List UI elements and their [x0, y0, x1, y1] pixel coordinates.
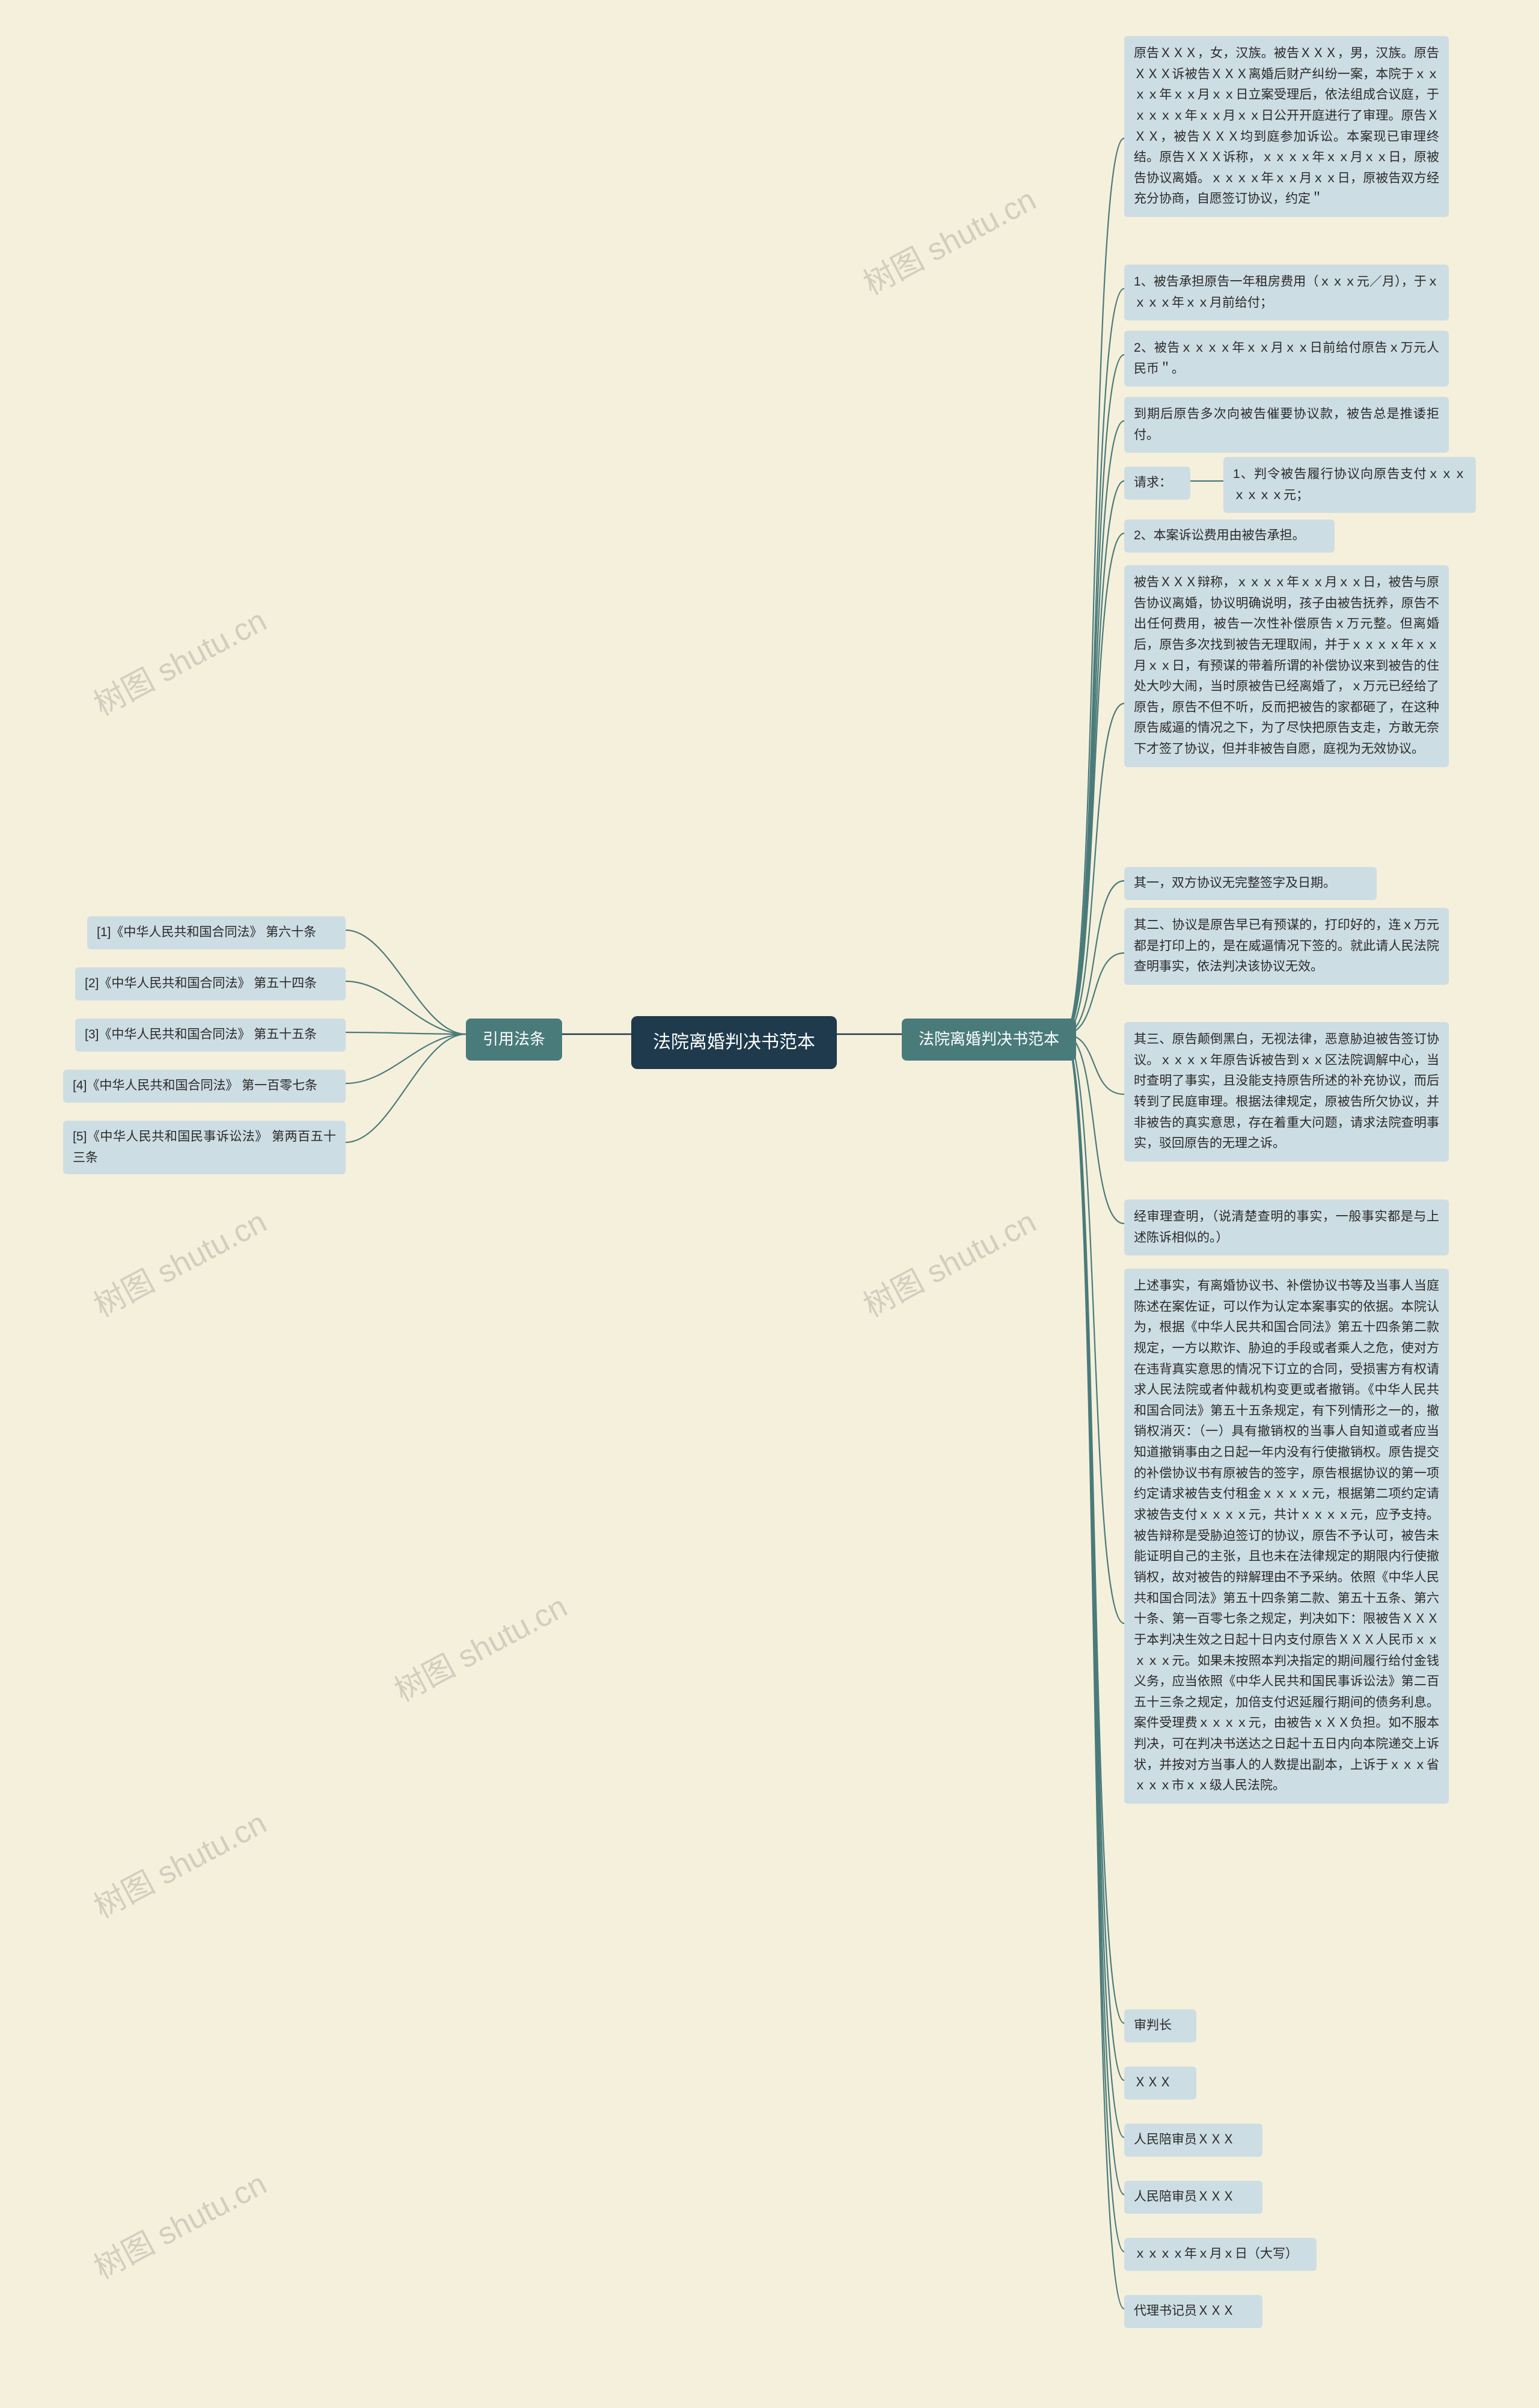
- r-item-3: 到期后原告多次向被告催要协议款，被告总是推诿拒付。: [1124, 397, 1449, 453]
- watermark: 树图 shutu.cn: [854, 174, 1042, 303]
- law-ref-5: [5]《中华人民共和国民事诉讼法》 第两百五十三条: [63, 1121, 346, 1174]
- r-item-14: 人民陪审员ＸＸＸ: [1124, 2124, 1262, 2157]
- r-item-11: 上述事实，有离婚协议书、补偿协议书等及当事人当庭陈述在案佐证，可以作为认定本案事…: [1124, 1269, 1449, 1804]
- r-item-12: 审判长: [1124, 2009, 1196, 2042]
- r-item-6: 被告ＸＸＸ辩称，ｘｘｘｘ年ｘｘ月ｘｘ日，被告与原告协议离婚，协议明确说明，孩子由…: [1124, 565, 1449, 767]
- r-item-7: 其一，双方协议无完整签字及日期。: [1124, 867, 1377, 900]
- law-ref-1: [1]《中华人民共和国合同法》 第六十条: [87, 916, 346, 949]
- r-item-10: 经审理查明，（说清楚查明的事实，一般事实都是与上述陈诉相似的。）: [1124, 1199, 1449, 1255]
- watermark: 树图 shutu.cn: [85, 1196, 273, 1325]
- r-item-4-label: 请求：: [1124, 467, 1190, 500]
- r-item-9: 其三、原告颠倒黑白，无视法律，恶意胁迫被告签订协议。ｘｘｘｘ年原告诉被告到ｘｘ区…: [1124, 1022, 1449, 1162]
- r-item-5: 2、本案诉讼费用由被告承担。: [1124, 519, 1335, 553]
- r-item-17: 代理书记员ＸＸＸ: [1124, 2295, 1262, 2328]
- r-item-2: 2、被告ｘｘｘｘ年ｘｘ月ｘｘ日前给付原告ｘ万元人民币＂。: [1124, 331, 1449, 387]
- center-node[interactable]: 法院离婚判决书范本: [631, 1016, 837, 1069]
- mindmap-canvas: 法院离婚判决书范本 引用法条 [1]《中华人民共和国合同法》 第六十条 [2]《…: [0, 0, 1539, 2408]
- r-item-1: 1、被告承担原告一年租房费用（ｘｘｘ元／月），于ｘｘｘｘ年ｘｘ月前给付；: [1124, 265, 1449, 320]
- watermark: 树图 shutu.cn: [85, 1798, 273, 1926]
- law-ref-4: [4]《中华人民共和国合同法》 第一百零七条: [63, 1070, 346, 1103]
- r-item-15: 人民陪审员ＸＸＸ: [1124, 2181, 1262, 2214]
- watermark: 树图 shutu.cn: [85, 2158, 273, 2287]
- left-branch[interactable]: 引用法条: [466, 1019, 562, 1061]
- r-item-0: 原告ＸＸＸ，女，汉族。被告ＸＸＸ，男，汉族。原告ＸＸＸ诉被告ＸＸＸ离婚后财产纠纷…: [1124, 36, 1449, 217]
- r-item-8: 其二、协议是原告早已有预谋的，打印好的，连ｘ万元都是打印上的，是在威逼情况下签的…: [1124, 908, 1449, 985]
- watermark: 树图 shutu.cn: [385, 1581, 574, 1710]
- watermark: 树图 shutu.cn: [85, 595, 273, 724]
- r-item-4-sub: 1、判令被告履行协议向原告支付ｘｘｘｘｘｘｘ元；: [1223, 457, 1476, 513]
- r-item-13: ＸＸＸ: [1124, 2066, 1196, 2100]
- law-ref-2: [2]《中华人民共和国合同法》 第五十四条: [75, 967, 346, 1000]
- law-ref-3: [3]《中华人民共和国合同法》 第五十五条: [75, 1019, 346, 1052]
- r-item-16: ｘｘｘｘ年ｘ月ｘ日（大写）: [1124, 2238, 1317, 2271]
- right-branch[interactable]: 法院离婚判决书范本: [902, 1019, 1076, 1061]
- watermark: 树图 shutu.cn: [854, 1196, 1042, 1325]
